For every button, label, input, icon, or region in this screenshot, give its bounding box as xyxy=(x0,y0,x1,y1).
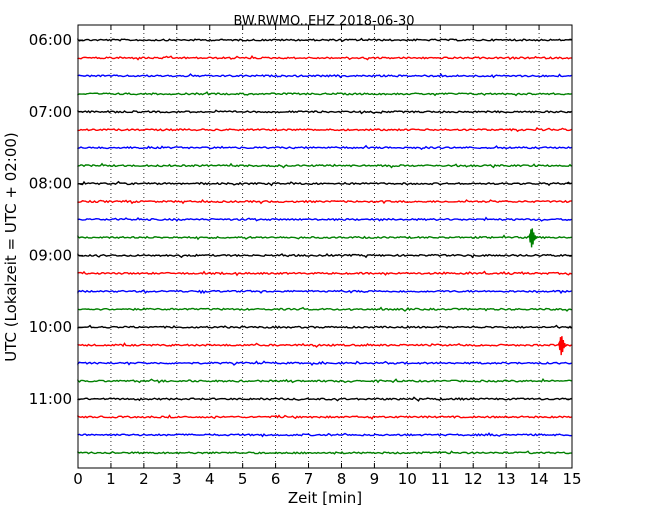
grid-lines xyxy=(110,25,540,468)
trace-line xyxy=(77,289,572,295)
trace-line xyxy=(77,199,572,205)
y-axis-label: UTC (Lokalzeit = UTC + 02:00) xyxy=(2,132,20,362)
trace-line xyxy=(77,37,572,43)
plot-frame xyxy=(77,24,573,469)
trace-line xyxy=(77,342,572,348)
trace-line xyxy=(77,144,572,151)
x-tick-label: 6 xyxy=(271,470,281,488)
x-tick-label: 9 xyxy=(370,470,380,488)
trace-line xyxy=(77,414,572,420)
trace-line xyxy=(77,450,572,455)
y-tick-label: 08:00 xyxy=(29,175,72,193)
y-tick-label: 07:00 xyxy=(29,103,72,121)
x-tick-label: 12 xyxy=(464,470,483,488)
trace-line xyxy=(77,55,572,61)
x-tick-label: 14 xyxy=(530,470,549,488)
x-tick-label: 1 xyxy=(106,470,116,488)
trace-line xyxy=(77,234,572,241)
x-tick-label: 8 xyxy=(337,470,347,488)
trace-line xyxy=(77,109,572,115)
y-tick-label: 10:00 xyxy=(29,318,72,336)
y-tick-label: 11:00 xyxy=(29,390,72,408)
trace-line xyxy=(77,306,572,312)
trace-line xyxy=(77,91,572,97)
x-tick-label: 15 xyxy=(562,470,581,488)
trace-line xyxy=(77,378,572,384)
trace-line xyxy=(77,396,572,402)
x-axis: 0 1 2 3 4 5 6 7 8 9 10 11 12 13 14 15 xyxy=(73,25,582,488)
chart-title: BW.RWMO..EHZ 2018-06-30 xyxy=(233,14,414,29)
x-tick-label: 13 xyxy=(497,470,516,488)
x-tick-label: 11 xyxy=(431,470,450,488)
x-tick-label: 4 xyxy=(205,470,215,488)
y-tick-label: 06:00 xyxy=(29,31,72,49)
traces xyxy=(77,37,573,455)
x-tick-label: 7 xyxy=(304,470,314,488)
x-tick-label: 5 xyxy=(238,470,248,488)
event-burst xyxy=(527,228,538,248)
trace-line xyxy=(77,360,572,367)
y-tick-label: 09:00 xyxy=(29,246,72,264)
trace-line xyxy=(77,270,572,277)
trace-line xyxy=(77,216,572,222)
trace-line xyxy=(77,73,572,79)
x-tick-label: 3 xyxy=(172,470,182,488)
event-burst xyxy=(557,336,568,356)
trace-line xyxy=(77,180,572,187)
trace-line xyxy=(77,162,573,169)
x-axis-label: Zeit [min] xyxy=(288,489,362,507)
trace-line xyxy=(77,127,572,133)
x-tick-label: 10 xyxy=(398,470,417,488)
y-axis: 06:00 07:00 08:00 09:00 10:00 11:00 xyxy=(29,31,572,408)
trace-line xyxy=(77,252,572,259)
x-tick-label: 0 xyxy=(73,470,83,488)
x-tick-label: 2 xyxy=(139,470,149,488)
trace-line xyxy=(77,432,572,438)
trace-line xyxy=(77,324,573,329)
